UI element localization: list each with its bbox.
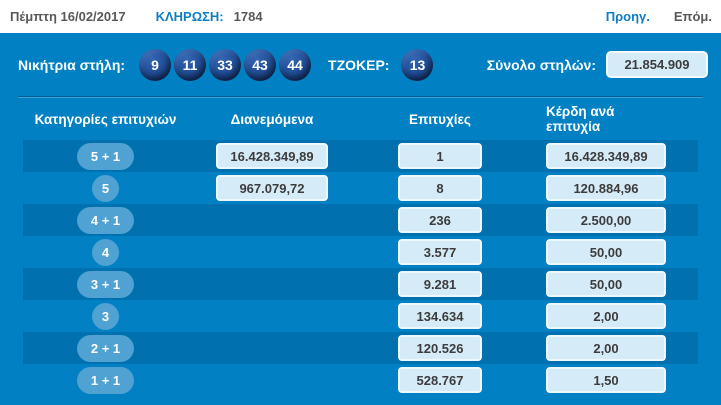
win-per-hit-value: 2.500,00 bbox=[546, 207, 666, 233]
category-pill: 5 bbox=[92, 174, 119, 202]
total-columns-label: Σύνολο στηλών: bbox=[486, 56, 596, 73]
win-per-hit-value: 1,50 bbox=[546, 367, 666, 393]
lottery-ball-2: 11 bbox=[174, 48, 207, 81]
top-bar: Πέμπτη 16/02/2017 ΚΛΗΡΩΣΗ: 1784 Προηγ. Ε… bbox=[0, 0, 721, 33]
table-row: 1 + 1 528.767 1,50 bbox=[23, 364, 698, 396]
hits-value: 120.526 bbox=[398, 335, 482, 361]
category-pill: 5 + 1 bbox=[76, 142, 135, 170]
header-win-per-hit: Κέρδη ανά επιτυχία bbox=[546, 104, 615, 134]
hits-value: 8 bbox=[398, 175, 482, 201]
distributed-value: 967.079,72 bbox=[216, 175, 328, 201]
joker-ball: 13 bbox=[401, 48, 434, 81]
results-panel: Νικήτρια στήλη: 9 11 33 43 44 ΤΖΟΚΕΡ: 13… bbox=[0, 33, 721, 405]
draw-label: ΚΛΗΡΩΣΗ: bbox=[155, 9, 224, 24]
lottery-ball-4: 43 bbox=[244, 48, 277, 81]
hits-value: 134.634 bbox=[398, 303, 482, 329]
table-row: 3 + 1 9.281 50,00 bbox=[23, 268, 698, 300]
hits-value: 3.577 bbox=[398, 239, 482, 265]
win-per-hit-value: 50,00 bbox=[546, 239, 666, 265]
hits-value: 236 bbox=[398, 207, 482, 233]
win-per-hit-value: 2,00 bbox=[546, 303, 666, 329]
header-hits: Επιτυχίες bbox=[409, 111, 471, 127]
table-row: 4 3.577 50,00 bbox=[23, 236, 698, 268]
draw-date: Πέμπτη 16/02/2017 bbox=[10, 9, 126, 24]
win-per-hit-value: 120.884,96 bbox=[546, 175, 666, 201]
previous-draw-link[interactable]: Προηγ. bbox=[605, 9, 650, 24]
hits-value: 528.767 bbox=[398, 367, 482, 393]
lottery-ball-1: 9 bbox=[139, 48, 172, 81]
total-columns-value: 21.854.909 bbox=[606, 51, 708, 78]
joker-label: ΤΖΟΚΕΡ: bbox=[328, 56, 390, 73]
category-pill: 1 + 1 bbox=[76, 366, 135, 394]
hits-value: 1 bbox=[398, 143, 482, 169]
section-divider bbox=[18, 96, 703, 98]
category-pill: 2 + 1 bbox=[76, 334, 135, 362]
next-draw-link[interactable]: Επόμ. bbox=[673, 9, 712, 24]
winning-column-label: Νικήτρια στήλη: bbox=[18, 56, 126, 73]
winning-numbers-row: Νικήτρια στήλη: 9 11 33 43 44 ΤΖΟΚΕΡ: 13… bbox=[0, 33, 721, 96]
header-categories: Κατηγορίες επιτυχιών bbox=[34, 111, 177, 127]
header-distributed: Διανεμόμενα bbox=[230, 111, 314, 127]
win-per-hit-value: 16.428.349,89 bbox=[546, 143, 666, 169]
hits-value: 9.281 bbox=[398, 271, 482, 297]
table-row: 2 + 1 120.526 2,00 bbox=[23, 332, 698, 364]
category-pill: 3 bbox=[92, 302, 119, 330]
table-row: 4 + 1 236 2.500,00 bbox=[23, 204, 698, 236]
category-pill: 4 bbox=[92, 238, 119, 266]
win-per-hit-value: 50,00 bbox=[546, 271, 666, 297]
lottery-ball-3: 33 bbox=[209, 48, 242, 81]
category-pill: 3 + 1 bbox=[76, 270, 135, 298]
win-per-hit-value: 2,00 bbox=[546, 335, 666, 361]
distributed-value: 16.428.349,89 bbox=[216, 143, 328, 169]
winning-balls: 9 11 33 43 44 bbox=[139, 48, 314, 81]
lottery-ball-5: 44 bbox=[279, 48, 312, 81]
draw-number: 1784 bbox=[233, 9, 263, 24]
table-row: 5 + 1 16.428.349,89 1 16.428.349,89 bbox=[23, 140, 698, 172]
table-header-row: Κατηγορίες επιτυχιών Διανεμόμενα Επιτυχί… bbox=[23, 98, 698, 140]
category-pill: 4 + 1 bbox=[76, 206, 135, 234]
table-row: 3 134.634 2,00 bbox=[23, 300, 698, 332]
table-row: 5 967.079,72 8 120.884,96 bbox=[23, 172, 698, 204]
